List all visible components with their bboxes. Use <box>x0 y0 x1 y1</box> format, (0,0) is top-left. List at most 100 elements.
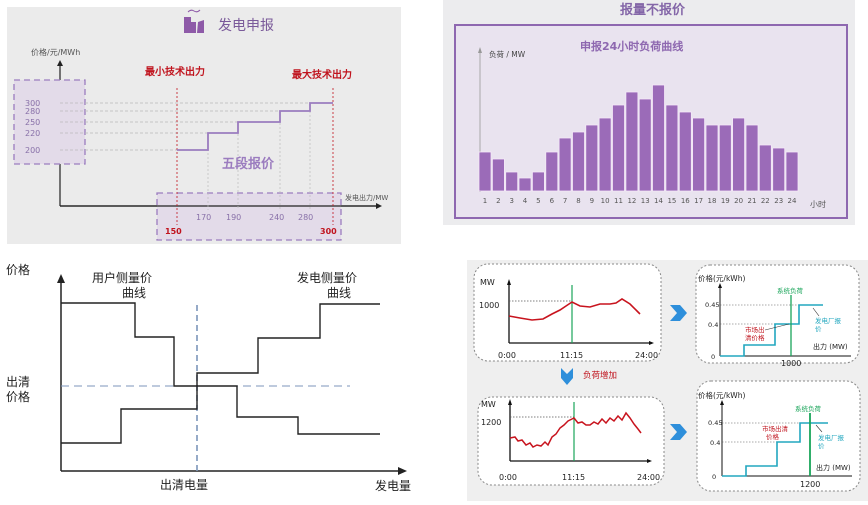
price-tick-220: 220 <box>25 129 40 138</box>
power-plant-icon <box>184 9 204 33</box>
top-price-x-value: 1000 <box>781 359 801 368</box>
hour-tick: 16 <box>681 197 690 205</box>
hour-labels: 1 2 3 4 5 6 7 8 9 10 11 12 13 14 15 16 17 18 19 20 21 22 23 24 <box>483 197 797 205</box>
load-increase-example-panel: MW 1000 0:00 11:15 24:00 价格(元/kWh) 0.45 … <box>467 260 868 501</box>
load-bar <box>678 111 692 192</box>
load-bar <box>758 144 772 192</box>
hour-tick: 22 <box>761 197 770 205</box>
chevron-right-icon <box>670 424 687 440</box>
bottom-price-0: 0 <box>712 473 716 481</box>
bid-step-chart: 发电申报 价格/元/MWh 发电出力/MW 300 280 250 220 20… <box>13 9 388 241</box>
top-plant-bid-label-1: 发电厂报 <box>815 316 842 325</box>
output-tick-240: 240 <box>269 213 284 222</box>
hour-tick: 7 <box>563 197 567 205</box>
load-bar <box>612 104 625 192</box>
top-price-04: 0.4 <box>708 321 718 329</box>
load-bar <box>518 177 532 192</box>
hour-tick: 9 <box>590 197 594 205</box>
top-plant-bid-label-2: 价 <box>815 325 822 333</box>
load-bar <box>665 104 679 192</box>
load-bar <box>491 158 505 192</box>
hour-tick: 11 <box>614 197 623 205</box>
top-market-price-label-2: 清价格 <box>745 333 765 342</box>
load-bar <box>652 84 665 192</box>
y-axis-label: 价格/元/MWh <box>31 47 80 57</box>
load-increase-label: 负荷增加 <box>583 370 617 381</box>
output-tick-170: 170 <box>196 213 211 222</box>
load-bar <box>772 147 786 192</box>
load-bar <box>638 98 652 192</box>
gen-curve-label-2: 曲线 <box>327 286 351 300</box>
top-price-y-axis: 价格(元/kWh) <box>698 273 745 283</box>
max-value: 300 <box>320 227 337 236</box>
user-curve-label-1: 用户侧量价 <box>92 270 152 285</box>
output-tick-280: 280 <box>298 213 313 222</box>
load-bar-chart: 报量不报价 申报24小时负荷曲线 负荷 / MW 1 2 3 4 5 6 7 8 9 10 11 12… <box>454 3 848 219</box>
chevron-right-icon <box>670 305 687 321</box>
hour-axis-label: 小时 <box>810 199 826 209</box>
five-segment-label: 五段报价 <box>222 156 275 172</box>
top-price-0: 0 <box>711 353 715 361</box>
load-bar <box>745 124 759 192</box>
clearing-price-panel: 价格 发电量 用户侧量价 曲线 发电侧量价 曲线 出清 价格 出清电量 <box>0 255 440 501</box>
load-y-axis-label: 负荷 / MW <box>489 49 526 59</box>
top-market-price-label-1: 市场出 <box>745 325 765 334</box>
load-subtitle: 申报24小时负荷曲线 <box>580 39 683 53</box>
load-bars <box>478 84 799 192</box>
hour-tick: 1 <box>483 197 487 205</box>
x-axis-label: 发电出力/MW <box>345 193 388 202</box>
bottom-price-04: 0.4 <box>710 439 720 447</box>
chevron-down-icon <box>561 368 573 385</box>
hour-tick: 3 <box>509 197 513 205</box>
hour-tick: 2 <box>496 197 500 205</box>
top-load-x-end: 24:00 <box>635 351 658 360</box>
bottom-price-x-axis: 出力 (MW) <box>816 463 851 472</box>
top-load-x-mid: 11:15 <box>560 351 583 360</box>
bottom-price-045: 0.45 <box>708 419 722 427</box>
hour-tick: 24 <box>788 197 797 205</box>
hour-tick: 6 <box>550 197 555 205</box>
hour-tick: 4 <box>523 197 528 205</box>
load-bar <box>625 91 639 192</box>
load-bar <box>572 131 585 192</box>
hour-tick: 10 <box>601 197 610 205</box>
load-bar <box>732 117 745 192</box>
hour-tick: 13 <box>641 197 650 205</box>
price-tick-300: 300 <box>25 99 40 108</box>
top-system-load-label: 系统负荷 <box>777 286 804 295</box>
hour-tick: 12 <box>627 197 636 205</box>
load-curve-panel: 报量不报价 申报24小时负荷曲线 负荷 / MW 1 2 3 4 5 6 7 8 9 10 11 12… <box>443 0 855 225</box>
clearing-price-label-2: 价格 <box>6 389 30 404</box>
bottom-price-x-value: 1200 <box>800 480 820 489</box>
clearing-quantity-label: 出清电量 <box>160 478 208 492</box>
load-bar <box>558 137 572 192</box>
bottom-load-x-start: 0:00 <box>499 473 517 482</box>
top-price-x-axis: 出力 (MW) <box>813 342 848 351</box>
bid-declaration-panel: 发电申报 价格/元/MWh 发电出力/MW 300 280 250 220 20… <box>7 7 401 244</box>
user-curve-label-2: 曲线 <box>122 286 146 300</box>
load-bar <box>692 117 705 192</box>
bottom-load-unit: MW <box>481 400 496 409</box>
hour-tick: 18 <box>708 197 717 205</box>
top-load-x-start: 0:00 <box>498 351 516 360</box>
top-price-045: 0.45 <box>705 301 719 309</box>
max-output-label: 最大技术出力 <box>292 68 352 81</box>
price-tick-250: 250 <box>25 118 40 127</box>
top-price-chart: 价格(元/kWh) 0.45 0.4 0 系统负荷 市场出 清价格 发电厂报 价… <box>695 264 860 368</box>
bottom-price-chart: 价格(元/kWh) 0.45 0.4 0 系统负荷 市场出清 价格 发电厂报 价… <box>696 380 861 492</box>
top-load-ref: 1000 <box>479 301 499 310</box>
hour-tick: 19 <box>721 197 730 205</box>
top-load-unit: MW <box>480 278 495 287</box>
quantity-axis-label: 发电量 <box>375 478 411 493</box>
example-diagram: MW 1000 0:00 11:15 24:00 价格(元/kWh) 0.45 … <box>473 263 861 492</box>
bottom-load-ref: 1200 <box>481 418 501 427</box>
min-value: 150 <box>165 227 182 236</box>
bottom-price-y-axis: 价格(元/kWh) <box>698 390 745 400</box>
price-tick-200: 200 <box>25 146 40 155</box>
hour-tick: 5 <box>536 197 540 205</box>
load-bar <box>585 124 599 192</box>
top-load-chart: MW 1000 0:00 11:15 24:00 <box>473 263 662 362</box>
bottom-load-x-end: 24:00 <box>637 473 660 482</box>
output-tick-190: 190 <box>226 213 241 222</box>
hour-tick: 15 <box>667 197 676 205</box>
